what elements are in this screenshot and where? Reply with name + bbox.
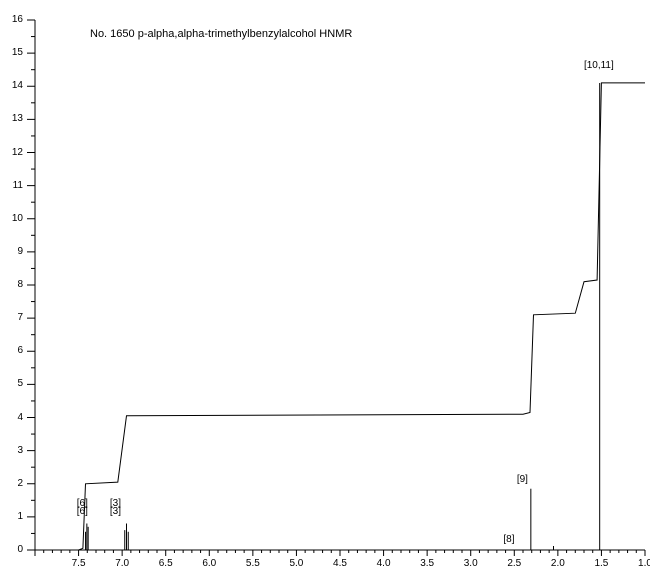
- peak-label: [10,11]: [584, 60, 614, 71]
- y-tick-label: 15: [7, 47, 23, 58]
- x-tick-label: 3.0: [459, 558, 483, 569]
- y-tick-label: 1: [7, 511, 23, 522]
- x-tick-label: 5.0: [284, 558, 308, 569]
- peak-label: [3]: [110, 506, 121, 517]
- peak-label: [8]: [503, 534, 514, 545]
- x-tick-label: 1.0: [633, 558, 650, 569]
- y-tick-label: 10: [7, 213, 23, 224]
- y-tick-label: 3: [7, 445, 23, 456]
- x-tick-label: 2.5: [502, 558, 526, 569]
- spectrum-plot: [0, 0, 650, 586]
- x-tick-label: 6.5: [154, 558, 178, 569]
- x-tick-label: 2.0: [546, 558, 570, 569]
- x-tick-label: 5.5: [241, 558, 265, 569]
- y-tick-label: 14: [7, 80, 23, 91]
- x-tick-label: 4.0: [372, 558, 396, 569]
- y-tick-label: 8: [7, 279, 23, 290]
- y-tick-label: 16: [7, 14, 23, 25]
- x-tick-label: 6.0: [197, 558, 221, 569]
- y-tick-label: 0: [7, 544, 23, 555]
- peak-label: [9]: [517, 474, 528, 485]
- y-tick-label: 7: [7, 312, 23, 323]
- y-tick-label: 6: [7, 345, 23, 356]
- y-tick-label: 12: [7, 147, 23, 158]
- x-tick-label: 3.5: [415, 558, 439, 569]
- y-tick-label: 11: [7, 180, 23, 191]
- peak-label: [6]: [77, 506, 88, 517]
- y-tick-label: 9: [7, 246, 23, 257]
- x-tick-label: 7.5: [67, 558, 91, 569]
- y-tick-label: 2: [7, 478, 23, 489]
- y-tick-label: 5: [7, 378, 23, 389]
- y-tick-label: 4: [7, 412, 23, 423]
- x-tick-label: 4.5: [328, 558, 352, 569]
- y-tick-label: 13: [7, 113, 23, 124]
- nmr-spectrum-container: No. 1650 p-alpha,alpha-trimethylbenzylal…: [0, 0, 650, 586]
- x-tick-label: 1.5: [589, 558, 613, 569]
- x-tick-label: 7.0: [110, 558, 134, 569]
